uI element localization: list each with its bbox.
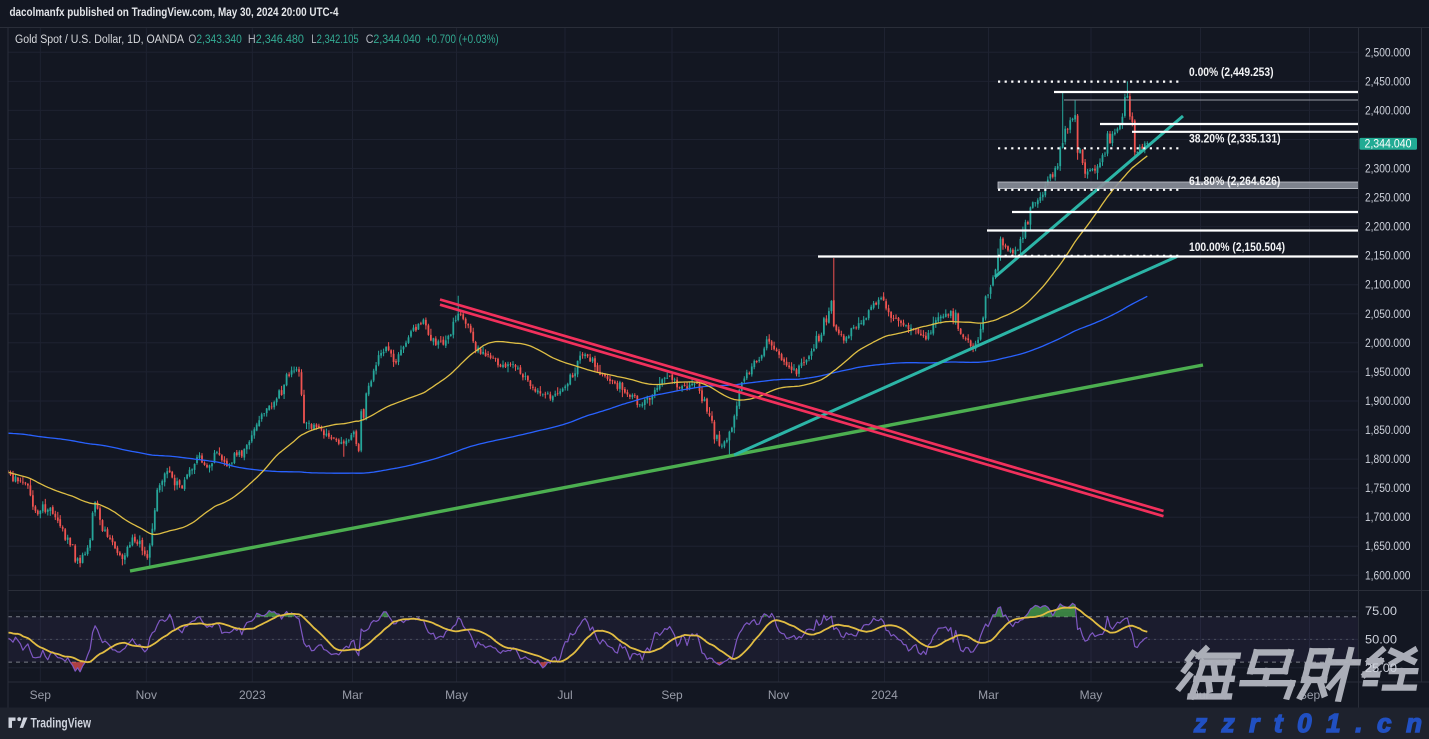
svg-text:dacolmanfx published on Tradin: dacolmanfx published on TradingView.com,… [10,7,340,19]
svg-text:2,344.040: 2,344.040 [1365,138,1412,150]
svg-text:+0.700 (+0.03%): +0.700 (+0.03%) [426,34,499,46]
svg-text:May: May [1080,688,1103,702]
svg-text:2,300.000: 2,300.000 [1365,164,1411,176]
svg-text:1,900.000: 1,900.000 [1365,396,1411,408]
svg-text:1,600.000: 1,600.000 [1365,570,1411,582]
svg-text:2,400.000: 2,400.000 [1365,105,1411,117]
svg-text:zzrt01.cn: zzrt01.cn [1193,708,1422,738]
svg-text:O2,343.340: O2,343.340 [188,34,241,46]
svg-text:Gold Spot / U.S. Dollar, 1D, O: Gold Spot / U.S. Dollar, 1D, OANDA [15,34,184,46]
svg-text:2,100.000: 2,100.000 [1365,280,1411,292]
svg-text:1,700.000: 1,700.000 [1365,512,1411,524]
svg-text:2,450.000: 2,450.000 [1365,76,1411,88]
svg-text:1,850.000: 1,850.000 [1365,425,1411,437]
svg-text:Nov: Nov [768,688,789,702]
svg-text:2,250.000: 2,250.000 [1365,193,1411,205]
svg-text:Jul: Jul [557,688,572,702]
svg-text:May: May [445,688,468,702]
svg-text:1,750.000: 1,750.000 [1365,483,1411,495]
svg-text:2,150.000: 2,150.000 [1365,251,1411,263]
svg-text:61.80% (2,264.626): 61.80% (2,264.626) [1189,176,1281,188]
svg-text:1,950.000: 1,950.000 [1365,367,1411,379]
svg-text:Sep: Sep [661,688,683,702]
svg-text:Sep: Sep [30,688,52,702]
svg-text:75.00: 75.00 [1365,606,1397,618]
svg-text:2023: 2023 [239,688,266,702]
svg-text:Mar: Mar [342,688,363,702]
svg-text:2,050.000: 2,050.000 [1365,309,1411,321]
svg-text:100.00% (2,150.504): 100.00% (2,150.504) [1189,242,1285,254]
svg-text:2,000.000: 2,000.000 [1365,338,1411,350]
svg-text:25.00: 25.00 [1365,663,1397,675]
svg-text:Mar: Mar [978,688,999,702]
svg-text:H2,346.480: H2,346.480 [248,34,304,46]
svg-text:Nov: Nov [136,688,157,702]
svg-text:0.00% (2,449.253): 0.00% (2,449.253) [1189,67,1274,79]
svg-text:C2,344.040: C2,344.040 [366,34,421,46]
svg-text:1,650.000: 1,650.000 [1365,541,1411,553]
svg-text:2,500.000: 2,500.000 [1365,47,1411,59]
svg-text:38.20% (2,335.131): 38.20% (2,335.131) [1189,134,1281,146]
svg-text:L2,342.105: L2,342.105 [311,34,358,46]
svg-text:2,200.000: 2,200.000 [1365,222,1411,234]
svg-text:50.00: 50.00 [1365,634,1397,646]
svg-text:1,800.000: 1,800.000 [1365,454,1411,466]
svg-text:TradingView: TradingView [31,716,92,731]
svg-text:2024: 2024 [871,688,898,702]
